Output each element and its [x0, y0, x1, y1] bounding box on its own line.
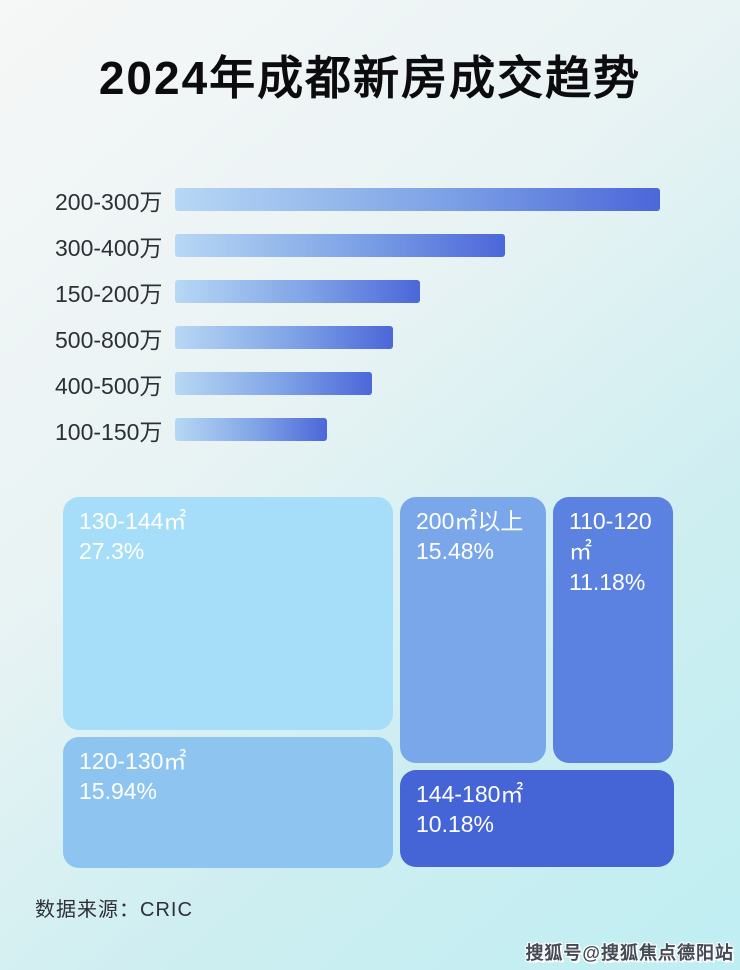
data-source-label: 数据来源：CRIC — [35, 899, 193, 921]
treemap-chart: 130-144㎡ 27.3% 200㎡以上 15.48% 110-120㎡ 11.18% 1… — [0, 497, 740, 868]
bar-row: 300-400万 — [0, 234, 740, 261]
bar-category-label: 100-150万 — [55, 418, 163, 445]
watermark: 搜狐号@搜狐焦点德阳站 — [525, 943, 734, 963]
treemap-cell-value: 10.18% — [416, 811, 495, 838]
bar-chart: 200-300万 300-400万 150-200万 500-800万 400-500万… — [0, 188, 740, 445]
treemap-cell: 130-144㎡ 27.3% — [63, 497, 393, 730]
page-title: 2024年成都新房成交趋势 — [98, 52, 642, 104]
treemap-cell-value: 15.48% — [416, 538, 495, 565]
treemap-cell-value: 15.94% — [79, 778, 158, 805]
bar-row: 400-500万 — [0, 372, 740, 399]
treemap-cell-value: 11.18% — [569, 568, 646, 595]
bar — [175, 188, 660, 211]
treemap-cell: 144-180㎡ 10.18% — [400, 770, 674, 867]
bar — [175, 418, 327, 441]
treemap-cell-label: 144-180㎡ — [416, 781, 524, 807]
treemap-cell: 120-130㎡ 15.94% — [63, 737, 393, 868]
treemap-cell-label: 110-120㎡ — [569, 508, 652, 565]
bar-row: 500-800万 — [0, 326, 740, 353]
bar-category-label: 300-400万 — [55, 234, 163, 261]
bar — [175, 234, 505, 257]
treemap-cell-label: 130-144㎡ — [79, 508, 187, 534]
bar-category-label: 400-500万 — [55, 372, 163, 399]
bar-row: 150-200万 — [0, 280, 740, 307]
bar-category-label: 200-300万 — [55, 188, 163, 215]
bar — [175, 326, 393, 349]
bar — [175, 372, 372, 395]
bar-row: 200-300万 — [0, 188, 740, 215]
bar-row: 100-150万 — [0, 418, 740, 445]
bar-category-label: 150-200万 — [55, 280, 163, 307]
treemap-cell-label: 200㎡以上 — [416, 508, 524, 534]
bar-category-label: 500-800万 — [55, 326, 163, 353]
treemap-cell: 200㎡以上 15.48% — [400, 497, 546, 763]
bar — [175, 280, 420, 303]
treemap-cell: 110-120㎡ 11.18% — [553, 497, 673, 763]
treemap-cell-label: 120-130㎡ — [79, 748, 187, 774]
treemap-cell-value: 27.3% — [79, 538, 145, 565]
